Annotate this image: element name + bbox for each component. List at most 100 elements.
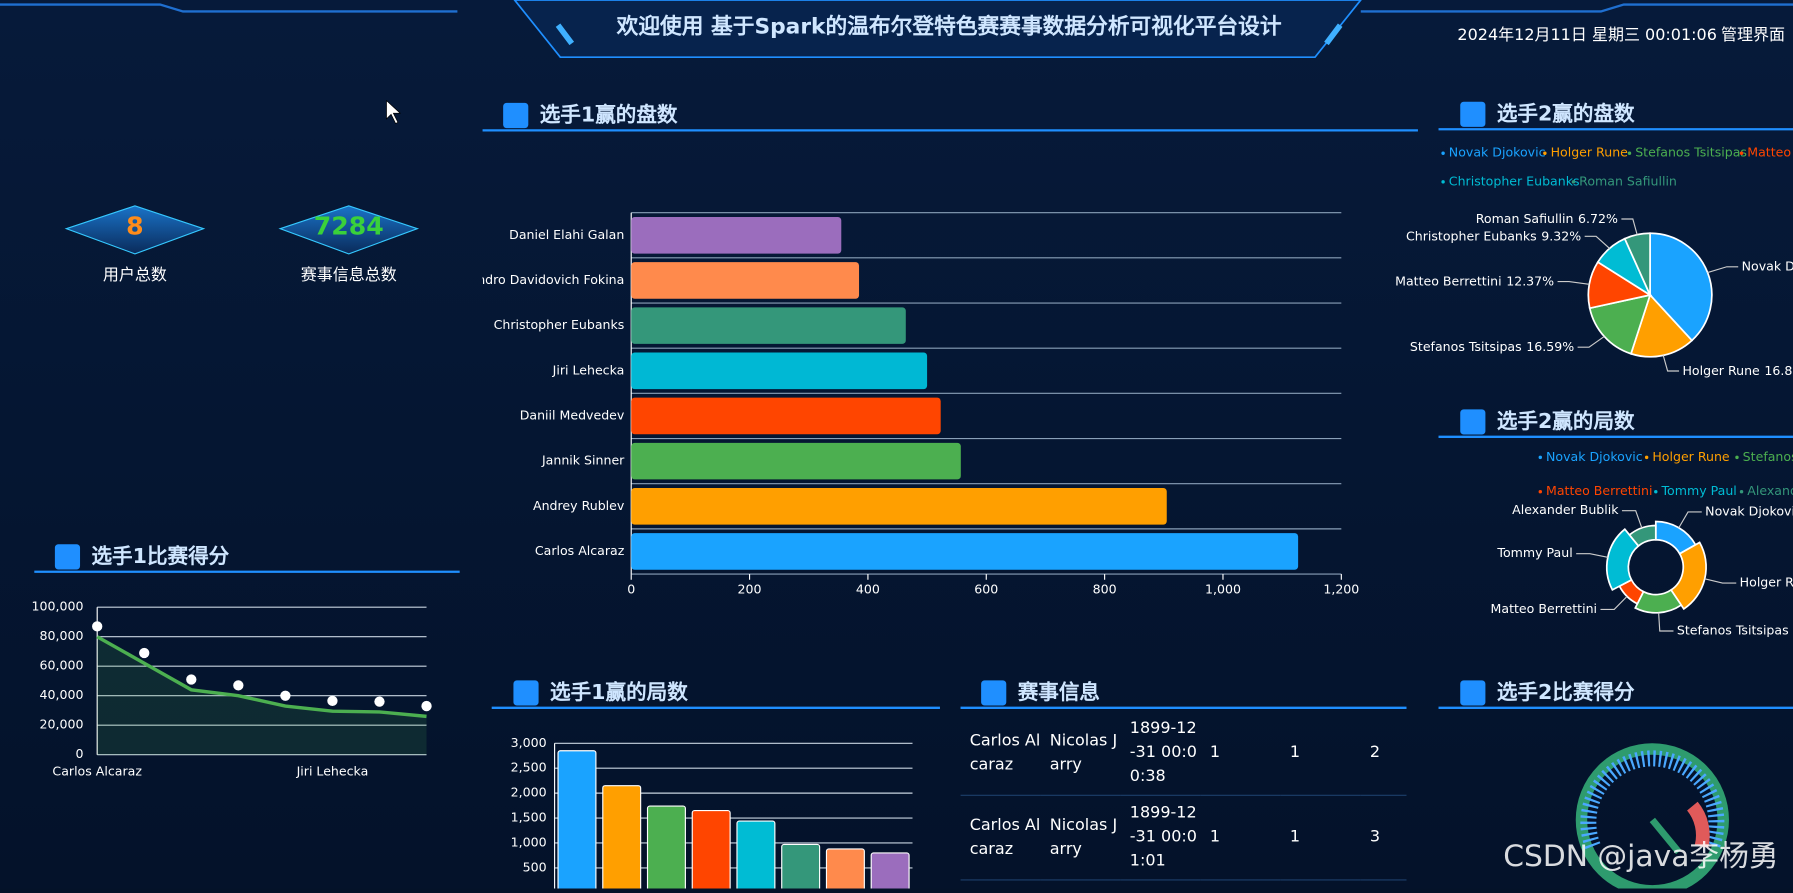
table-cell: 1 (1200, 711, 1281, 796)
leader-line (1658, 612, 1674, 632)
pie-label-value: 16.59% (1526, 339, 1574, 354)
panel-title: 选手1赢的盘数 (540, 102, 678, 126)
header-deco (0, 3, 458, 13)
y-tick-label: 1,500 (511, 810, 547, 825)
stat-box: 8 用户总数 7284 赛事信息总数 (64, 205, 420, 284)
cursor (386, 99, 402, 124)
leader-line (1707, 266, 1739, 274)
point-pin (374, 696, 385, 707)
bar (602, 785, 642, 889)
leader-line (1600, 595, 1628, 610)
bar (631, 442, 961, 480)
legend-swatch (1627, 151, 1632, 155)
leader-line (1704, 578, 1737, 584)
y-tick-label: 80,000 (40, 628, 84, 643)
y-tick-label: 3,000 (511, 735, 547, 750)
pie-label-name: Stefanos Tsitsipas (1410, 339, 1522, 354)
stat-value: 8 (126, 212, 144, 241)
y-tick-label: 40,000 (40, 687, 84, 702)
header-deco (555, 23, 1343, 46)
header-banner (513, 0, 1362, 59)
legend-label: Matteo Berrettini (1546, 483, 1653, 498)
pie-label-value: 6.72% (1578, 210, 1618, 225)
point-pin (327, 695, 338, 707)
table-cell: 1 (1280, 796, 1361, 881)
legend-swatch (1571, 180, 1576, 184)
x-tick-label: Carlos Alcaraz (52, 763, 142, 778)
bar (781, 843, 821, 889)
gauge-ticks (1686, 801, 1710, 848)
y-tick-label: 1,000 (511, 834, 547, 849)
leader-line (1662, 355, 1680, 372)
rose-label: Matteo Berrettini (1491, 601, 1598, 616)
rose-label: Alexander Bublik (1512, 502, 1619, 517)
y-tick-label: 100,000 (32, 599, 84, 614)
y-tick-label: 500 (523, 859, 547, 874)
bar (557, 750, 597, 889)
panel-title: 选手1赢的局数 (550, 680, 688, 704)
plot: 0 200 400 600 800 1,000 1,200 Daniel Elahi Gala… (483, 212, 1359, 597)
panel-icon (1460, 680, 1486, 706)
legend-label: Tommy Paul (1661, 483, 1737, 498)
table-cell: Carlos Alcaraz (960, 711, 1041, 796)
bar (691, 810, 731, 889)
legend-swatch (1654, 489, 1658, 494)
stat-label: 用户总数 (103, 265, 167, 284)
gauge-ticks (1580, 750, 1725, 850)
line-area (97, 636, 427, 755)
x-tick-label: 0 (627, 582, 635, 597)
point-pin (186, 674, 197, 685)
line (96, 635, 427, 719)
pie-label: Novak Djokovic38.16% (1742, 258, 1793, 273)
legend-label: Stefanos Tsitsipas (1743, 449, 1793, 464)
legend-swatch (1538, 455, 1543, 460)
stat-label: 赛事信息总数 (301, 265, 397, 284)
legend-swatch (1538, 489, 1543, 494)
table-cell: Carlos Alcaraz (960, 796, 1041, 881)
panel-title: 选手2赢的局数 (1497, 409, 1635, 433)
header-datetime: 2024年12月11日 星期三 00:01:06 (1457, 25, 1716, 44)
point-pin (233, 680, 244, 691)
panel-title: 选手2赢的盘数 (1497, 101, 1635, 125)
legend-label: Stefanos Tsitsipas (1635, 145, 1747, 160)
plot: 500 1,000 1,500 2,000 2,500 3,000 (511, 735, 913, 889)
leader-line (1584, 235, 1610, 249)
rose-slice (1634, 588, 1683, 614)
pie-label: Stefanos Tsitsipas 16.59% (1410, 339, 1574, 354)
y-tick-label: 20,000 (40, 717, 84, 732)
table-cell: Nicolas Jarry (1040, 796, 1121, 881)
panel-icon (503, 102, 529, 129)
pie-label-value: 9.32% (1541, 228, 1581, 243)
pie-label-name: Matteo Berrettini (1395, 273, 1502, 288)
x-tick-label: 1,000 (1205, 582, 1241, 597)
pie-label: Holger Rune 16.84% (1682, 362, 1793, 377)
bar (631, 262, 860, 299)
x-tick-label: 600 (974, 582, 998, 597)
bar (631, 352, 928, 390)
legend-swatch (1441, 180, 1445, 184)
y-tick-label: 0 (75, 746, 83, 761)
legend-label: Holger Rune (1551, 145, 1629, 160)
header-admin[interactable]: 管理界面 (1721, 25, 1785, 44)
bar (736, 820, 776, 889)
legend-swatch (1735, 455, 1739, 460)
panel-title: 选手2比赛得分 (1497, 680, 1635, 704)
panel-icon (981, 680, 1007, 706)
table-cell: 1 (1200, 796, 1281, 881)
table-cell: 1899-12-31 00:01:01 (1120, 796, 1201, 881)
y-tick-label: Daniil Medvedev (520, 407, 625, 422)
table-cell: 3 (1360, 796, 1407, 881)
rose-slice (1669, 541, 1707, 611)
point-pin (92, 621, 103, 632)
y-tick-label: 2,500 (511, 760, 547, 775)
bar (631, 216, 842, 254)
y-tick-label: Daniel Elahi Galan (509, 227, 624, 242)
table-cell: Nicolas Jarry (1040, 711, 1121, 796)
pie-label-name: Novak Djokovic (1742, 258, 1793, 273)
pie-label-name: Christopher Eubanks (1406, 228, 1537, 243)
legend-label: Roman Safiullin (1579, 173, 1677, 188)
